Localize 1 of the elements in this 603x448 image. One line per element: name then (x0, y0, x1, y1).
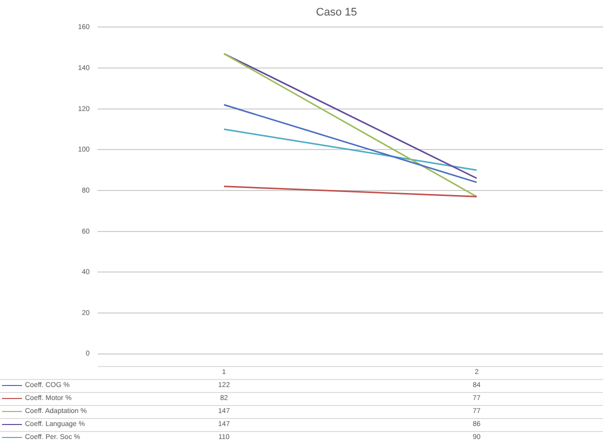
chart-title: Caso 15 (316, 6, 357, 19)
